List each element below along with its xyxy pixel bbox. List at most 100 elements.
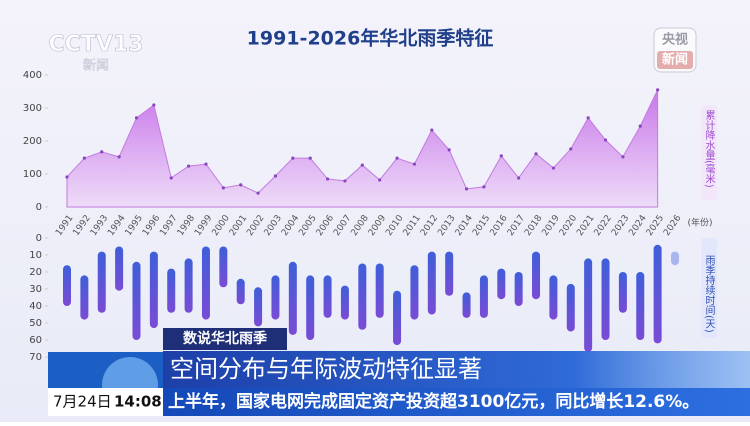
point [343,179,347,183]
y-tick-label: 0 [36,202,42,213]
point [551,166,556,170]
time: 14:08 [114,393,162,411]
point [395,156,399,160]
range-bar [132,261,141,340]
range-bar [149,251,158,329]
y-tick-label: 0 [36,233,42,244]
point [239,183,243,187]
y-axis-label-2: 雨季持续时间(天) [703,255,715,333]
point [378,178,382,182]
headline: 空间分布与年际波动特征显著 [170,355,482,383]
range-bar [514,272,523,306]
range-bar [375,263,384,318]
point [569,147,573,151]
point [82,156,86,160]
headline-box [163,351,750,388]
point [482,185,486,189]
point [412,162,417,166]
y-tick-label: 40 [29,301,42,312]
point [221,186,225,190]
point [65,175,69,179]
y-axis-label: 累计降水量(毫米) [703,110,715,188]
range-bar [462,292,471,318]
range-bar [584,258,593,352]
y-tick-label: 300 [23,103,42,114]
point [534,152,538,156]
point [621,155,625,159]
point [204,162,208,166]
date: 7月24日 [53,393,112,411]
range-bar [271,275,280,320]
range-bar [601,258,610,340]
point [100,150,104,154]
range-bar [479,275,488,318]
range-bar [549,275,558,320]
y-tick-label: 100 [23,169,42,180]
range-bar [445,251,454,296]
y-tick-label: 50 [29,318,42,329]
point [430,128,434,132]
range-bar [288,261,297,335]
range-bar [340,285,349,320]
y-tick-label: 30 [29,284,42,295]
range-bar [323,275,332,318]
range-bar [167,268,176,313]
point [187,164,191,168]
ticker-box [163,388,750,416]
point [447,148,451,152]
corner-logo-top: 央视 [662,32,688,48]
point [117,155,121,159]
y-tick-label: 60 [29,335,42,346]
range-bar [115,246,124,291]
y-label-box [701,105,717,200]
point [134,116,139,120]
range-bar [63,265,71,306]
y2-label-box [701,238,717,338]
range-bar [636,272,645,340]
range-bar [254,287,263,327]
point [152,103,156,107]
corner-logo-badge [657,51,693,69]
point [586,116,590,120]
y-tick-label: 70 [29,352,42,363]
point [499,154,503,158]
range-bar [653,244,662,344]
channel-logo: CCTV13 [49,32,144,57]
chart-title: 1991-2026年华北雨季特征 [247,27,494,50]
channel-sub: 新闻 [83,58,109,74]
point [291,156,295,160]
section-tag-box [163,328,287,350]
corner-logo-bottom: 新闻 [662,52,688,68]
point [464,187,469,191]
range-bar [184,258,193,313]
point [169,176,173,180]
range-bar [532,251,541,300]
y-tick-label: 20 [29,267,42,278]
range-bar [306,275,315,340]
section-tag: 数说华北雨季 [183,330,267,347]
point [603,138,608,142]
point [656,88,660,92]
range-bar [201,246,210,320]
y-tick-label: 400 [23,70,42,81]
range-bar [497,268,506,300]
range-bar [80,275,89,320]
point [308,156,312,160]
point [638,124,642,128]
range-bar [618,272,627,313]
range-bar [219,246,228,288]
point [517,176,521,180]
y-tick-label: 200 [23,136,42,147]
range-bar [393,290,402,346]
range-bar [427,251,436,315]
area [66,89,659,208]
range-bar [671,251,679,266]
plot: 0100200300400199119921993199419951996199… [23,70,684,363]
point [256,191,260,195]
range-bar [236,278,245,305]
point [360,163,364,167]
range-bar [566,283,575,332]
ticker: 上半年，国家电网完成固定资产投资超3100亿元，同比增长12.6%。 [168,391,699,412]
point [273,174,278,178]
